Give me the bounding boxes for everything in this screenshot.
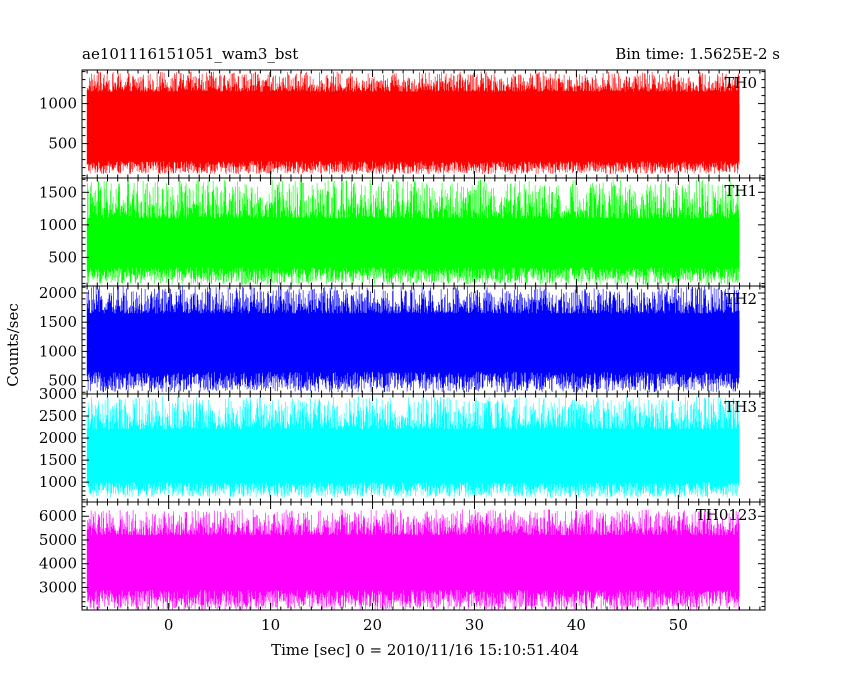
panel-th0: 500 1000 TH0 xyxy=(39,69,766,179)
series-label-th0123: TH0123 xyxy=(696,506,757,524)
series-core-th0123 xyxy=(87,537,740,590)
y-tick-label: 1500 xyxy=(39,451,77,469)
panel-th3: 1000 1500 2000 2500 3000 TH3 xyxy=(39,385,766,503)
x-axis-label: Time [sec] 0 = 2010/11/16 15:10:51.404 xyxy=(271,641,579,659)
x-tick-label: 10 xyxy=(261,616,280,634)
x-tick-label: 20 xyxy=(363,616,382,634)
x-tick-label: 50 xyxy=(669,616,688,634)
y-tick-label: 500 xyxy=(48,372,77,390)
series-label-th1: TH1 xyxy=(724,182,757,200)
series-core-th2 xyxy=(87,319,740,372)
y-tick-label: 2000 xyxy=(39,284,77,302)
y-tick-label: 6000 xyxy=(39,507,77,525)
y-tick-label: 1000 xyxy=(39,473,77,491)
y-tick-label: 500 xyxy=(48,248,77,266)
y-tick-label: 1000 xyxy=(39,95,77,113)
y-tick-label: 4000 xyxy=(39,555,77,573)
chart-title-right: Bin time: 1.5625E-2 s xyxy=(615,45,780,63)
y-tick-label: 3000 xyxy=(39,385,77,403)
series-label-th3: TH3 xyxy=(724,398,757,416)
chart-title-left: ae101116151051_wam3_bst xyxy=(82,45,298,63)
y-tick-label: 2000 xyxy=(39,429,77,447)
series-core-th3 xyxy=(87,435,740,483)
series-label-th0: TH0 xyxy=(724,74,757,92)
x-tick-label: 0 xyxy=(164,616,174,634)
series-label-th2: TH2 xyxy=(724,290,757,308)
y-axis-label: Counts/sec xyxy=(4,303,22,387)
y-tick-label: 2500 xyxy=(39,407,77,425)
series-core-th1 xyxy=(87,221,740,268)
y-tick-label: 5000 xyxy=(39,531,77,549)
y-tick-label: 3000 xyxy=(39,578,77,596)
y-tick-label: 1500 xyxy=(39,183,77,201)
y-tick-label: 1500 xyxy=(39,313,77,331)
series-core-th0 xyxy=(87,103,740,160)
panel-th2: 500 1000 1500 2000 TH2 xyxy=(39,284,766,395)
panel-th0123: 0 10 20 30 40 50 3000 4000 5000 6000 TH0123 xyxy=(39,501,766,634)
y-tick-label: 1000 xyxy=(39,342,77,360)
y-tick-label: 500 xyxy=(48,135,77,153)
x-tick-label: 40 xyxy=(567,616,586,634)
panel-th1: 500 1000 1500 TH1 xyxy=(39,177,766,287)
x-tick-label: 30 xyxy=(465,616,484,634)
y-tick-label: 1000 xyxy=(39,216,77,234)
